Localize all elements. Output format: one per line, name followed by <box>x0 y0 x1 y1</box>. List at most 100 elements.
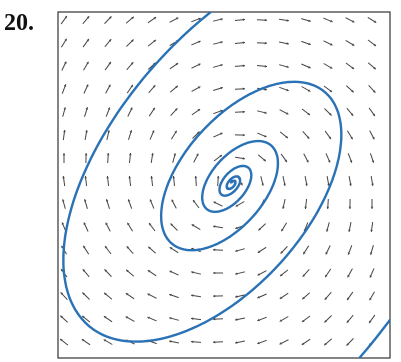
field-arrowhead <box>86 84 89 87</box>
field-arrowhead <box>151 153 154 156</box>
field-arrowhead <box>105 199 109 202</box>
field-arrowhead <box>106 176 109 179</box>
direction-field <box>59 15 377 347</box>
field-arrowhead <box>369 320 372 324</box>
field-arrowhead <box>280 273 283 277</box>
field-arrowhead <box>148 246 151 250</box>
field-arrowhead <box>326 206 330 209</box>
field-arrowhead <box>235 249 238 252</box>
field-arrowhead <box>235 341 238 344</box>
field-arrowhead <box>286 19 289 22</box>
field-arrowhead <box>130 107 133 111</box>
field-arrowhead <box>302 296 305 300</box>
field-arrowhead <box>61 245 64 249</box>
field-arrowhead <box>213 271 216 275</box>
field-arrowhead <box>105 222 108 226</box>
field-arrowhead <box>84 199 87 202</box>
field-arrowhead <box>62 176 65 179</box>
field-arrowhead <box>175 63 179 66</box>
field-arrowhead <box>349 160 353 163</box>
field-arrowhead <box>279 296 283 299</box>
field-arrowhead <box>107 107 111 110</box>
field-arrowhead <box>150 176 153 179</box>
field-arrowhead <box>174 130 177 134</box>
field-arrowhead <box>169 293 172 297</box>
field-arrowhead <box>329 113 332 116</box>
field-arrowhead <box>131 39 134 42</box>
field-arrowhead <box>373 43 376 46</box>
field-arrowhead <box>285 112 289 115</box>
field-arrowhead <box>305 183 308 186</box>
field-arrowhead <box>82 269 86 272</box>
field-arrowhead <box>303 251 306 255</box>
field-arrowhead <box>304 206 307 209</box>
solution-curve <box>62 12 390 358</box>
field-arrowhead <box>370 229 373 232</box>
field-arrowhead <box>264 65 267 68</box>
field-arrowhead <box>62 153 66 156</box>
field-arrowhead <box>82 315 85 319</box>
field-arrowhead <box>191 294 194 297</box>
field-arrowhead <box>348 229 351 232</box>
field-arrowhead <box>326 229 329 232</box>
field-arrowhead <box>351 66 354 69</box>
field-arrowhead <box>279 319 283 322</box>
field-arrowhead <box>369 297 372 301</box>
field-arrowhead <box>86 38 89 42</box>
field-arrowhead <box>242 87 245 91</box>
field-arrowhead <box>81 339 85 342</box>
field-arrowhead <box>108 84 111 88</box>
field-arrowhead <box>60 292 64 295</box>
field-arrowhead <box>307 89 311 92</box>
field-arrowhead <box>129 130 133 133</box>
field-arrowhead <box>128 176 131 179</box>
field-arrowhead <box>263 158 266 162</box>
field-arrowhead <box>191 340 194 344</box>
field-arrowhead <box>330 19 333 23</box>
field-arrowhead <box>264 111 267 114</box>
field-arrowhead <box>369 275 373 278</box>
field-arrowhead <box>306 136 310 139</box>
field-arrowhead <box>105 246 108 249</box>
field-arrowhead <box>64 38 67 42</box>
field-arrowhead <box>83 245 86 249</box>
field-arrowhead <box>257 273 261 276</box>
field-arrowhead <box>84 176 87 179</box>
field-arrowhead <box>130 62 134 65</box>
field-arrowhead <box>257 318 260 322</box>
problem-number: 20. <box>4 10 34 36</box>
field-arrowhead <box>264 134 267 138</box>
field-arrowhead <box>152 85 156 88</box>
field-arrowhead <box>172 176 175 179</box>
field-arrowhead <box>240 182 243 186</box>
field-arrowhead <box>126 246 130 249</box>
field-arrowhead <box>170 223 173 226</box>
field-arrowhead <box>346 320 350 323</box>
field-arrowhead <box>327 160 331 163</box>
field-arrowhead <box>328 136 331 140</box>
field-arrowhead <box>153 39 156 43</box>
field-arrowhead <box>61 222 65 225</box>
field-arrowhead <box>350 136 353 140</box>
field-arrowhead <box>351 20 355 23</box>
field-arrowhead <box>62 199 65 202</box>
field-arrowhead <box>149 199 153 202</box>
field-arrowhead <box>371 183 374 186</box>
field-arrowhead <box>197 86 201 89</box>
field-arrowhead <box>306 159 309 163</box>
field-arrowhead <box>127 199 131 202</box>
field-arrowhead <box>325 251 328 255</box>
field-arrowhead <box>196 153 199 157</box>
field-arrowhead <box>329 89 332 92</box>
field-arrowhead <box>147 270 151 273</box>
field-arrowhead <box>64 61 67 65</box>
field-arrowhead <box>174 108 178 111</box>
field-arrowhead <box>242 18 245 21</box>
field-arrowhead <box>169 340 172 343</box>
field-arrowhead <box>213 317 216 321</box>
field-arrowhead <box>152 107 155 111</box>
field-arrowhead <box>213 201 217 204</box>
field-arrowhead <box>175 85 178 89</box>
field-arrowhead <box>169 317 172 320</box>
